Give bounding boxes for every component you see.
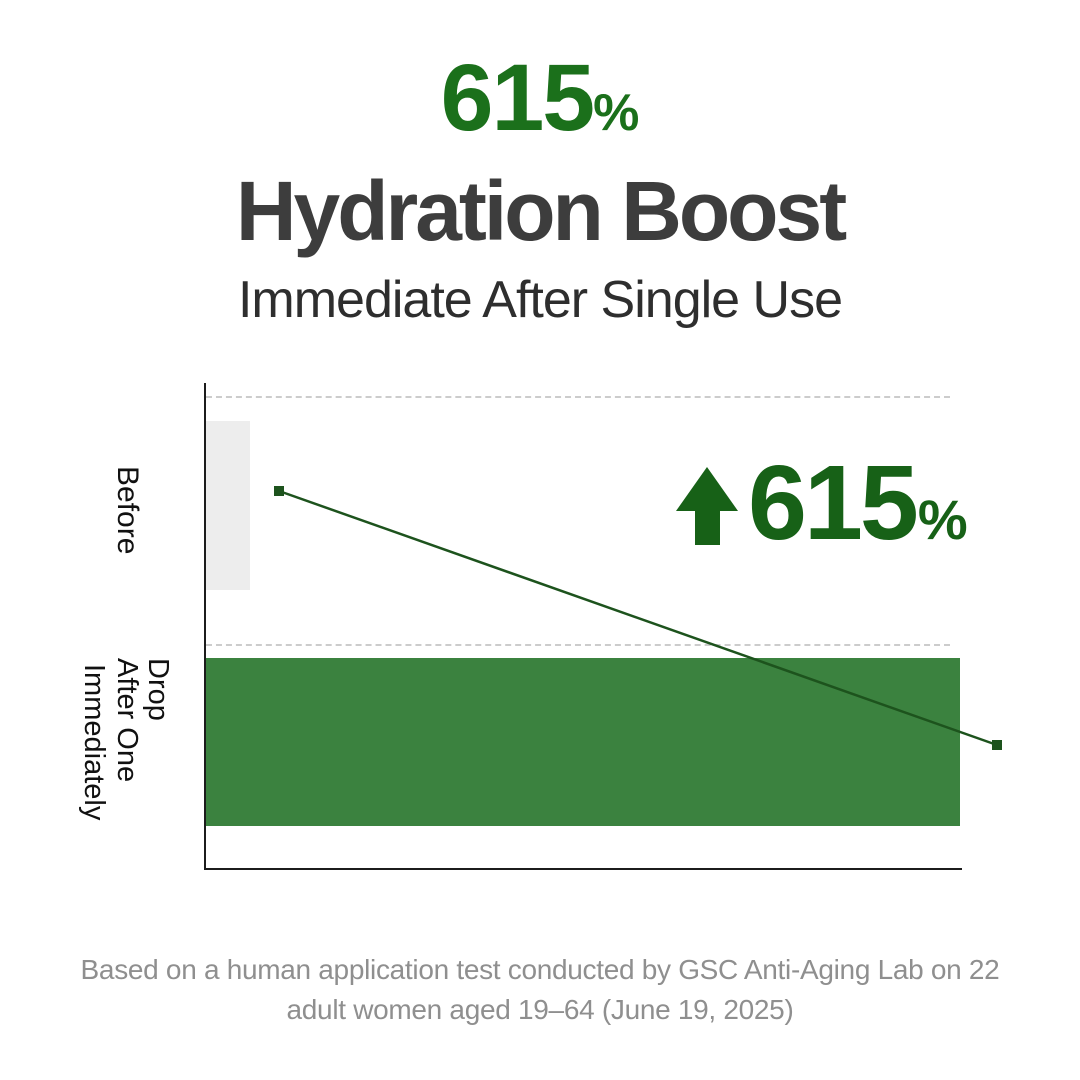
gridline-middle [206,644,950,646]
category-label-after: Immediately After One Drop [78,658,174,826]
category-label-after-line2: After One Drop [111,658,174,783]
up-arrow-head [676,467,738,511]
up-arrow-icon [676,467,738,545]
header: 615% Hydration Boost Immediate After Sin… [0,48,1080,331]
increase-annotation: 615 % [676,450,968,556]
page-subtitle: Immediate After Single Use [237,271,843,329]
footnote-line1: Based on a human application test conduc… [80,954,1000,985]
page-title: Hydration Boost [235,164,847,258]
up-arrow-stem [694,511,720,545]
x-axis-line [204,868,962,870]
boost-percentage: 615% [0,48,1080,163]
trend-marker-end [992,740,1002,750]
bar-before [206,421,250,590]
boost-unit: % [593,84,640,142]
category-label-after-line1: Immediately [78,663,110,821]
annotation-unit: % [917,488,968,551]
y-axis-line [204,383,206,870]
annotation-text: 615 % [748,450,968,556]
annotation-value: 615 [748,444,919,562]
bar-after [206,658,960,826]
footnote-line2: adult women aged 19–64 (June 19, 2025) [286,994,794,1025]
category-label-before: Before [111,466,144,555]
boost-value: 615 [440,45,596,151]
footnote: Based on a human application test conduc… [0,950,1080,1030]
gridline-top [206,396,950,398]
trend-marker-start [274,486,284,496]
